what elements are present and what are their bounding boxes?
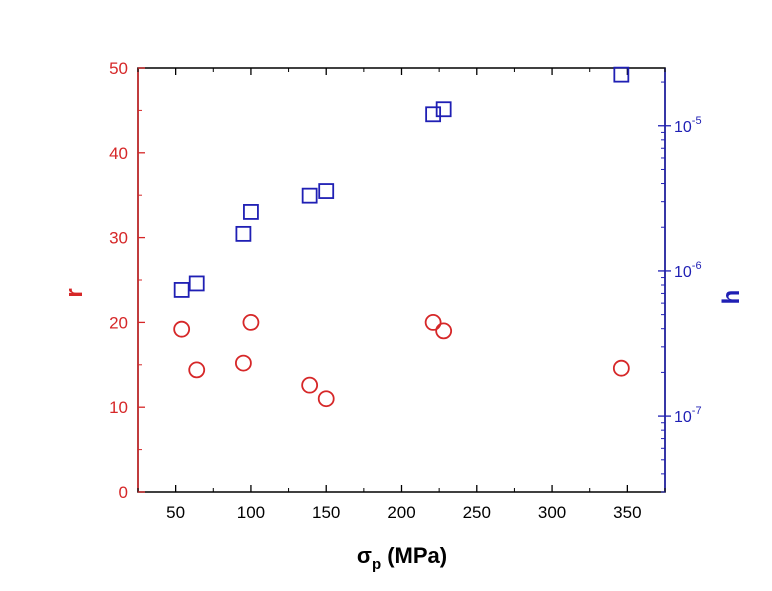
x-axis-title-unit: (MPa) xyxy=(381,543,447,568)
right-tick-label-exponent: -7 xyxy=(692,405,702,417)
plot-frame xyxy=(137,67,666,493)
point-h xyxy=(435,101,452,118)
point-h xyxy=(243,204,259,220)
x-axis-ticks: 50 100 150 200 250 300 350 xyxy=(137,68,666,522)
x-tick-label: 150 xyxy=(312,503,340,522)
point-h xyxy=(173,282,190,298)
point-h xyxy=(425,106,442,123)
point-r xyxy=(301,376,319,394)
right-tick-label-base: 10 xyxy=(674,119,692,136)
left-axis-title: r xyxy=(61,288,88,297)
x-axis-title-subscript: p xyxy=(372,556,381,573)
left-tick-label: 10 xyxy=(109,398,128,417)
right-axis-ticks: 10-710-610-5 xyxy=(658,81,702,493)
series-r-markers xyxy=(173,313,630,408)
series-h-markers xyxy=(173,66,630,298)
x-axis-title-symbol: σ xyxy=(357,543,372,568)
right-tick-label-base: 10 xyxy=(674,264,692,281)
x-axis-title: σp (MPa) xyxy=(357,543,447,573)
right-tick-label: 10-7 xyxy=(674,405,702,426)
left-tick-label: 0 xyxy=(119,483,128,502)
left-tick-label: 30 xyxy=(109,229,128,248)
left-tick-label: 50 xyxy=(109,59,128,78)
point-h xyxy=(188,275,205,292)
x-tick-label: 100 xyxy=(237,503,265,522)
x-tick-label: 250 xyxy=(463,503,491,522)
point-r xyxy=(435,322,453,340)
left-tick-label: 40 xyxy=(109,144,128,163)
right-tick-label-exponent: -5 xyxy=(692,115,702,127)
point-r xyxy=(188,361,206,379)
x-tick-label: 200 xyxy=(387,503,415,522)
point-r xyxy=(234,354,252,372)
right-tick-label-base: 10 xyxy=(674,409,692,426)
x-tick-label: 300 xyxy=(538,503,566,522)
point-h xyxy=(235,225,252,242)
right-tick-label: 10-6 xyxy=(674,260,702,281)
right-axis-title: h xyxy=(718,290,745,305)
left-tick-label: 20 xyxy=(109,313,128,332)
point-r xyxy=(242,313,260,331)
right-tick-label-exponent: -6 xyxy=(692,260,702,272)
point-r xyxy=(612,359,630,377)
x-tick-label: 350 xyxy=(613,503,641,522)
point-r xyxy=(317,390,335,408)
left-axis-ticks: 0 10 20 30 40 50 xyxy=(109,59,145,502)
point-h xyxy=(613,66,630,83)
point-h xyxy=(301,187,318,204)
x-tick-label: 50 xyxy=(166,503,185,522)
point-h xyxy=(318,183,335,199)
right-tick-label: 10-5 xyxy=(674,115,702,136)
point-r xyxy=(173,320,191,338)
point-r xyxy=(424,313,442,331)
